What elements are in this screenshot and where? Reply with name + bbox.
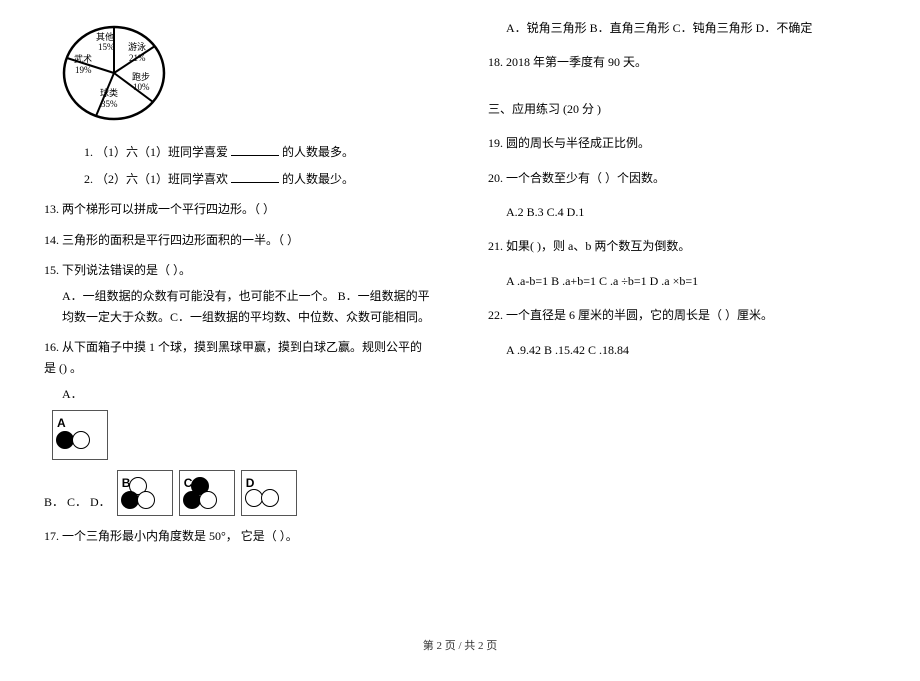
svg-text:球类: 球类 — [100, 87, 118, 98]
svg-text:武术: 武术 — [74, 53, 92, 64]
q16-opt-a-label: A． — [44, 384, 432, 404]
q21: 21. 如果( )，则 a、b 两个数互为倒数。 — [488, 236, 876, 256]
q16-box-a-row: A — [52, 410, 432, 460]
q15-options: A．一组数据的众数有可能没有，也可能不止一个。 B．一组数据的平均数一定大于众数… — [44, 286, 432, 327]
q1-1: 1. （1）六（1）班同学喜爱 的人数最多。 — [44, 142, 432, 162]
q17-options: A．锐角三角形 B．直角三角形 C．钝角三角形 D．不确定 — [488, 18, 876, 38]
q1-2-text-a: 2. （2）六（1）班同学喜欢 — [84, 172, 228, 186]
left-column: 其他 15% 游泳 21% 跑步 10% 球类 35% 武术 19% 1. （1… — [44, 18, 432, 553]
q18: 18. 2018 年第一季度有 90 天。 — [488, 52, 876, 72]
q16: 16. 从下面箱子中摸 1 个球，摸到黑球甲赢，摸到白球乙赢。规则公平的是 ()… — [44, 337, 432, 378]
ball-white-icon — [199, 491, 217, 509]
q1-2: 2. （2）六（1）班同学喜欢 的人数最少。 — [44, 169, 432, 189]
q16-bcd-row: B． C． D． B C — [44, 470, 432, 516]
box-a-label: A — [57, 413, 66, 433]
box-b-label: B — [122, 473, 131, 493]
box-c-label: C — [184, 473, 193, 493]
ball-black-icon — [121, 491, 139, 509]
q17: 17. 一个三角形最小内角度数是 50°， 它是（ ）。 — [44, 526, 432, 546]
q13: 13. 两个梯形可以拼成一个平行四边形。（ ） — [44, 199, 432, 219]
ball-black-icon — [183, 491, 201, 509]
q1-2-text-b: 的人数最少。 — [282, 172, 354, 186]
box-d: D — [241, 470, 297, 516]
q1-1-text-a: 1. （1）六（1）班同学喜爱 — [84, 145, 228, 159]
box-a: A — [52, 410, 108, 460]
q19: 19. 圆的周长与半径成正比例。 — [488, 133, 876, 153]
svg-text:19%: 19% — [75, 65, 92, 75]
q21-options: A .a-b=1 B .a+b=1 C .a ÷b=1 D .a ×b=1 — [488, 271, 876, 291]
section-3-title: 三、应用练习 (20 分 ) — [488, 99, 876, 119]
q22: 22. 一个直径是 6 厘米的半圆，它的周长是（ ）厘米。 — [488, 305, 876, 325]
q14: 14. 三角形的面积是平行四边形面积的一半。（ ） — [44, 230, 432, 250]
svg-text:其他: 其他 — [96, 31, 114, 42]
ball-white-icon — [72, 431, 90, 449]
box-c: C — [179, 470, 235, 516]
svg-text:21%: 21% — [129, 53, 146, 63]
q1-1-text-b: 的人数最多。 — [282, 145, 354, 159]
blank-icon — [231, 144, 279, 156]
svg-text:跑步: 跑步 — [132, 71, 150, 82]
box-b: B — [117, 470, 173, 516]
right-column: A．锐角三角形 B．直角三角形 C．钝角三角形 D．不确定 18. 2018 年… — [488, 18, 876, 553]
ball-white-icon — [137, 491, 155, 509]
box-d-label: D — [246, 473, 255, 493]
svg-text:15%: 15% — [98, 42, 115, 52]
svg-text:10%: 10% — [133, 82, 150, 92]
ball-white-icon — [261, 489, 279, 507]
q22-options: A .9.42 B .15.42 C .18.84 — [488, 340, 876, 360]
q16-bcd-labels: B． C． D． — [44, 492, 111, 516]
blank-icon — [231, 171, 279, 183]
svg-text:35%: 35% — [101, 99, 118, 109]
q15: 15. 下列说法错误的是（ ）。 — [44, 260, 432, 280]
q20-options: A.2 B.3 C.4 D.1 — [488, 202, 876, 222]
page-footer: 第 2 页 / 共 2 页 — [0, 637, 920, 653]
pie-chart: 其他 15% 游泳 21% 跑步 10% 球类 35% 武术 19% — [54, 18, 432, 134]
svg-text:游泳: 游泳 — [128, 41, 146, 52]
q20: 20. 一个合数至少有（ ）个因数。 — [488, 168, 876, 188]
